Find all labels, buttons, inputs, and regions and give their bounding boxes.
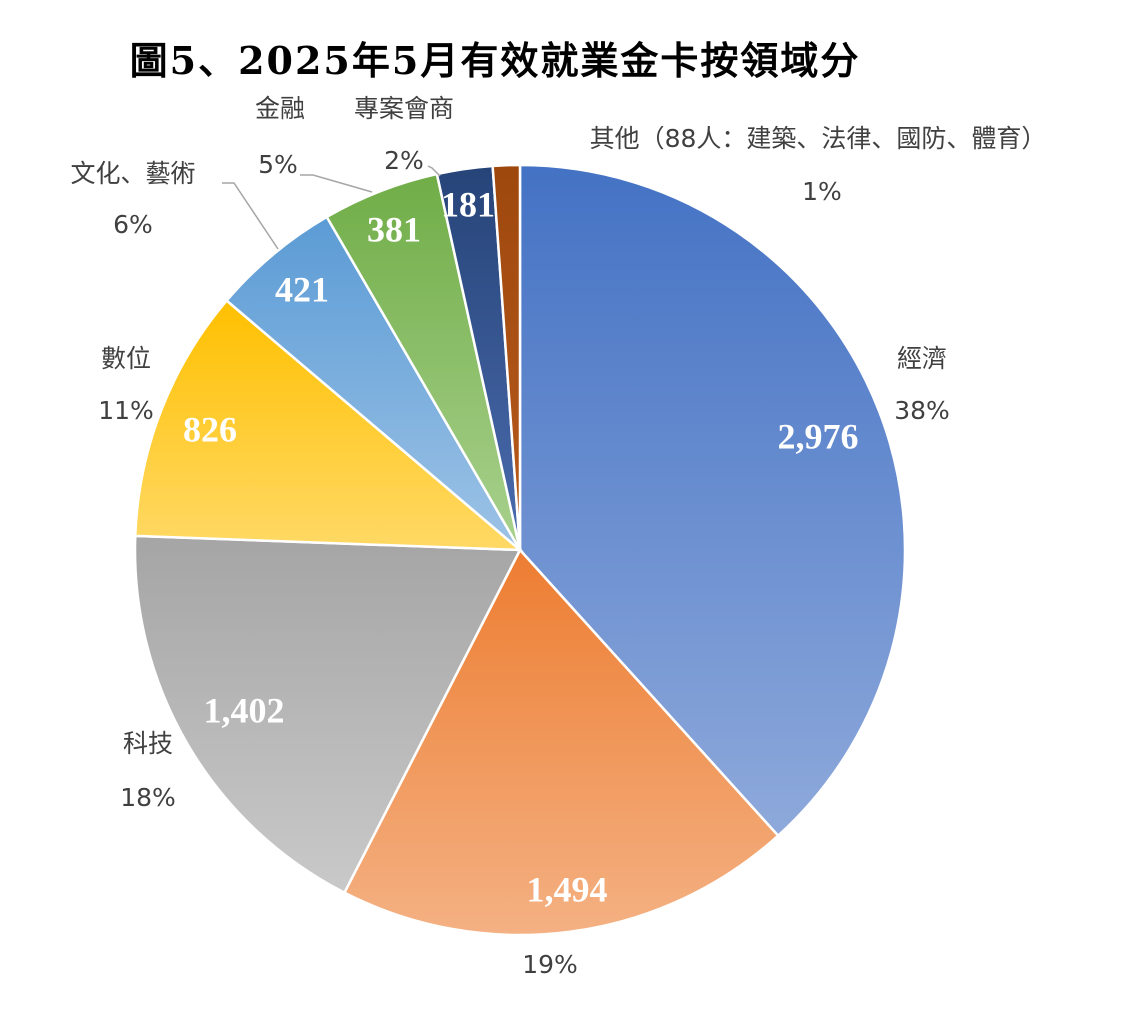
slice-percent-label: 1% [802,177,842,206]
slice-value-label: 381 [367,209,421,249]
slice-category-label: 經濟 [897,344,947,373]
slice-category-label: 文化、藝術 [70,159,195,188]
slice-category-label: 金融 [255,94,305,123]
slice-value-label: 1,494 [527,869,608,909]
slice-percent-label: 6% [113,210,153,239]
leader-line [300,174,373,193]
pie-slice [133,298,524,552]
pie-slice [518,163,907,838]
slice-category-label: 其他（88人：建築、法律、國防、體育） [590,124,1047,153]
slice-value-label: 2,976 [778,416,859,456]
pie-slice [491,163,522,551]
slice-value-label: 1,402 [204,690,285,730]
slice-category-label: 專案會商 [354,94,454,123]
slice-percent-label: 2% [384,146,424,175]
pie-slice [133,534,523,895]
chart-title: 圖5、2025年5月有效就業金卡按領域分 [129,38,861,83]
slice-percent-label: 11% [98,396,154,425]
slice-category-label: 數位 [101,344,151,373]
pie-slice [342,547,780,937]
slice-percent-label: 19% [522,950,578,979]
slice-percent-label: 5% [258,150,298,179]
leader-line [222,182,279,250]
slice-percent-label: 18% [120,783,176,812]
leader-line [427,165,441,177]
slice-value-label: 421 [275,269,329,309]
pie-slice [224,215,522,551]
slice-percent-label: 38% [894,396,950,425]
slice-category-label: 科技 [123,729,173,758]
slice-value-label: 826 [183,409,237,449]
slice-value-label: 181 [441,184,495,224]
